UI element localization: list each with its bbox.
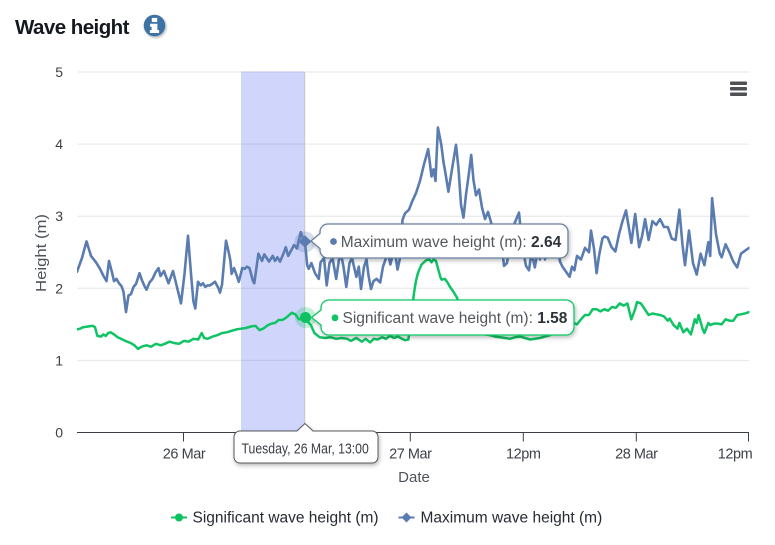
- svg-text:3: 3: [55, 208, 63, 224]
- svg-text:Significant wave height (m): 1: Significant wave height (m): 1.58: [343, 310, 568, 327]
- svg-text:5: 5: [55, 64, 63, 80]
- svg-text:Date: Date: [398, 469, 430, 486]
- svg-text:0: 0: [55, 425, 63, 441]
- svg-text:Significant wave height (m): Significant wave height (m): [193, 510, 379, 527]
- svg-text:Maximum wave height (m): 2.64: Maximum wave height (m): 2.64: [341, 234, 562, 251]
- svg-text:28 Mar: 28 Mar: [615, 447, 658, 463]
- svg-text:12pm: 12pm: [718, 447, 753, 463]
- svg-text:1: 1: [55, 352, 63, 368]
- svg-text:Tuesday, 26 Mar, 13:00: Tuesday, 26 Mar, 13:00: [242, 441, 369, 458]
- svg-text:2: 2: [55, 280, 63, 296]
- svg-text:27 Mar: 27 Mar: [389, 447, 432, 463]
- svg-text:12pm: 12pm: [506, 447, 541, 463]
- svg-text:Wave height: Wave height: [15, 16, 130, 39]
- svg-text:4: 4: [55, 136, 63, 152]
- svg-text:Height (m): Height (m): [33, 214, 50, 292]
- svg-text:Maximum wave height (m): Maximum wave height (m): [421, 510, 603, 527]
- svg-text:26 Mar: 26 Mar: [163, 447, 206, 463]
